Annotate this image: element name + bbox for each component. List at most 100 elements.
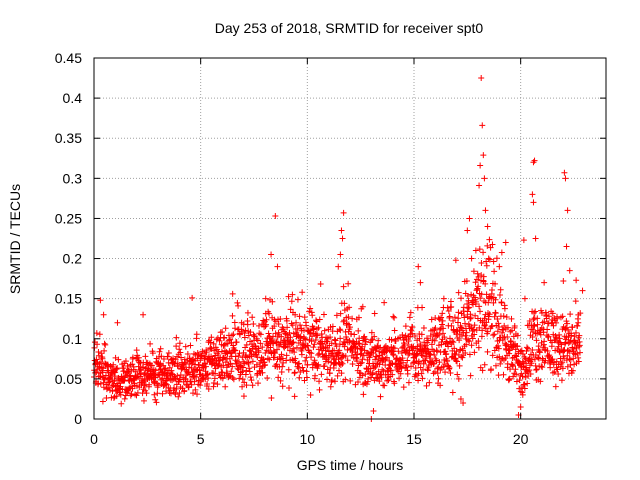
data-point bbox=[419, 375, 426, 382]
data-point bbox=[340, 283, 347, 290]
data-point bbox=[277, 339, 284, 346]
data-point bbox=[302, 336, 309, 343]
data-point bbox=[559, 313, 566, 320]
data-point bbox=[448, 322, 455, 329]
data-point bbox=[266, 310, 273, 317]
data-point bbox=[479, 327, 486, 334]
data-point bbox=[570, 355, 577, 362]
data-point bbox=[554, 366, 561, 373]
data-point bbox=[416, 335, 423, 342]
data-point bbox=[234, 365, 241, 372]
data-point bbox=[197, 382, 204, 389]
data-point bbox=[549, 319, 556, 326]
data-point bbox=[444, 340, 451, 347]
data-point bbox=[154, 390, 161, 397]
data-point bbox=[149, 350, 156, 357]
data-point bbox=[113, 366, 120, 373]
data-point bbox=[477, 308, 484, 315]
data-point bbox=[541, 338, 548, 345]
data-point bbox=[398, 364, 405, 371]
data-point bbox=[288, 298, 295, 305]
data-point bbox=[100, 311, 107, 318]
data-point bbox=[144, 365, 151, 372]
data-point bbox=[390, 352, 397, 359]
data-point bbox=[514, 343, 521, 350]
data-point bbox=[481, 315, 488, 322]
data-point bbox=[419, 304, 426, 311]
data-point bbox=[460, 399, 467, 406]
data-point bbox=[368, 337, 375, 344]
data-point bbox=[208, 353, 215, 360]
data-point bbox=[352, 381, 359, 388]
data-point bbox=[349, 361, 356, 368]
data-point bbox=[113, 387, 120, 394]
data-point bbox=[508, 327, 515, 334]
data-point bbox=[431, 351, 438, 358]
data-point bbox=[221, 354, 228, 361]
data-point bbox=[495, 345, 502, 352]
data-point bbox=[486, 256, 493, 263]
data-point bbox=[247, 374, 254, 381]
data-point bbox=[177, 349, 184, 356]
data-point bbox=[495, 342, 502, 349]
data-point bbox=[455, 309, 462, 316]
data-point bbox=[296, 374, 303, 381]
data-point bbox=[112, 369, 119, 376]
data-point bbox=[219, 329, 226, 336]
data-point bbox=[207, 339, 214, 346]
data-point bbox=[175, 393, 182, 400]
data-point bbox=[404, 341, 411, 348]
data-point bbox=[454, 358, 461, 365]
data-point bbox=[342, 376, 349, 383]
data-point bbox=[270, 349, 277, 356]
data-point bbox=[337, 251, 344, 258]
data-point bbox=[396, 356, 403, 363]
data-point bbox=[519, 351, 526, 358]
data-point bbox=[422, 357, 429, 364]
data-point bbox=[389, 371, 396, 378]
data-point bbox=[312, 372, 319, 379]
data-point bbox=[257, 340, 264, 347]
data-point bbox=[328, 377, 335, 384]
data-point bbox=[315, 351, 322, 358]
data-point bbox=[133, 347, 140, 354]
data-point bbox=[528, 356, 535, 363]
data-point bbox=[357, 360, 364, 367]
data-point bbox=[440, 325, 447, 332]
data-point bbox=[466, 351, 473, 358]
data-point bbox=[153, 399, 160, 406]
x-axis-title: GPS time / hours bbox=[297, 457, 404, 473]
data-point bbox=[391, 380, 398, 387]
data-point bbox=[423, 382, 430, 389]
data-point bbox=[315, 361, 322, 368]
data-point bbox=[526, 318, 533, 325]
data-point bbox=[390, 313, 397, 320]
plot-frame bbox=[93, 57, 607, 420]
data-point bbox=[389, 351, 396, 358]
y-tick-label: 0.35 bbox=[55, 130, 82, 146]
data-point bbox=[571, 341, 578, 348]
data-point bbox=[246, 368, 253, 375]
data-point bbox=[560, 278, 567, 285]
data-point bbox=[356, 341, 363, 348]
data-point bbox=[330, 355, 337, 362]
data-point bbox=[354, 358, 361, 365]
data-point bbox=[484, 242, 491, 249]
data-point bbox=[303, 322, 310, 329]
data-point bbox=[521, 295, 528, 302]
data-point bbox=[425, 337, 432, 344]
data-point bbox=[164, 353, 171, 360]
data-point bbox=[490, 299, 497, 306]
data-point bbox=[313, 318, 320, 325]
data-point bbox=[535, 343, 542, 350]
data-point bbox=[490, 332, 497, 339]
data-point bbox=[503, 314, 510, 321]
data-point bbox=[175, 363, 182, 370]
data-point bbox=[573, 277, 580, 284]
data-point bbox=[312, 336, 319, 343]
data-point bbox=[533, 337, 540, 344]
data-point bbox=[483, 258, 490, 265]
data-point bbox=[445, 343, 452, 350]
data-point bbox=[229, 312, 236, 319]
data-point bbox=[382, 356, 389, 363]
